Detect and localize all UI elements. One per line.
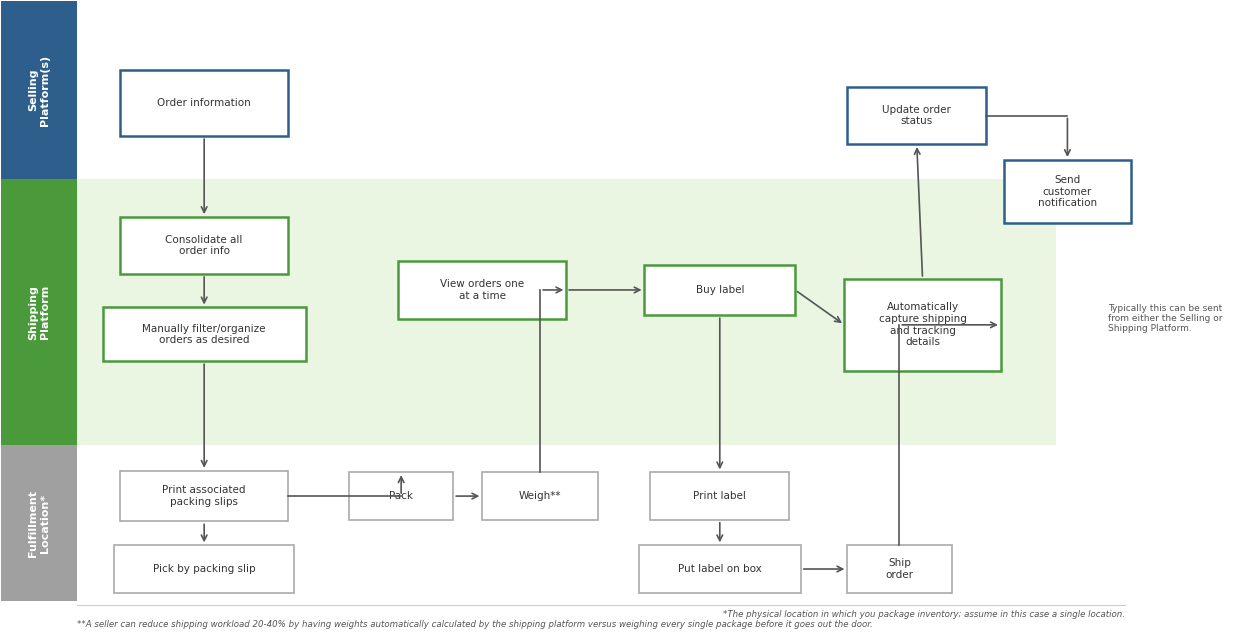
Bar [1, 1, 76, 179]
Bar [349, 472, 454, 520]
Text: Pick by packing slip: Pick by packing slip [153, 564, 255, 574]
Text: Print associated
packing slips: Print associated packing slips [163, 485, 245, 507]
Bar [76, 179, 1055, 445]
Bar [1, 445, 76, 601]
Text: Ship
order: Ship order [885, 558, 914, 580]
Bar [115, 545, 293, 593]
Text: Automatically
capture shipping
and tracking
details: Automatically capture shipping and track… [879, 303, 967, 347]
Text: Buy label: Buy label [695, 285, 743, 295]
Bar [120, 69, 289, 136]
Bar [1, 179, 76, 445]
Bar [120, 471, 289, 522]
Bar [847, 87, 986, 144]
Bar [1004, 160, 1131, 224]
Bar [120, 217, 289, 274]
Text: Consolidate all
order info: Consolidate all order info [165, 235, 243, 256]
Text: Print label: Print label [693, 491, 746, 501]
Bar [847, 545, 952, 593]
Text: Shipping
Platform: Shipping Platform [28, 285, 49, 340]
Text: Put label on box: Put label on box [678, 564, 762, 574]
Text: Selling
Platform(s): Selling Platform(s) [28, 55, 49, 125]
Bar [102, 308, 306, 361]
Bar [845, 279, 1001, 371]
Bar [650, 472, 789, 520]
Text: Pack: Pack [390, 491, 413, 501]
Text: Fulfillment
Location*: Fulfillment Location* [28, 490, 49, 557]
Text: Manually filter/organize
orders as desired: Manually filter/organize orders as desir… [143, 324, 266, 345]
Bar [482, 472, 598, 520]
Text: Send
customer
notification: Send customer notification [1038, 175, 1097, 208]
Text: View orders one
at a time: View orders one at a time [440, 279, 524, 301]
Text: *The physical location in which you package inventory; assume in this case a sin: *The physical location in which you pack… [724, 610, 1126, 619]
Text: Weigh**: Weigh** [519, 491, 561, 501]
Text: Update order
status: Update order status [883, 104, 951, 126]
Bar [398, 261, 566, 318]
Text: Order information: Order information [158, 98, 252, 108]
Bar [645, 264, 795, 315]
Text: Typically this can be sent
from either the Selling or
Shipping Platform.: Typically this can be sent from either t… [1108, 304, 1222, 333]
Bar [639, 545, 801, 593]
Text: **A seller can reduce shipping workload 20-40% by having weights automatically c: **A seller can reduce shipping workload … [76, 620, 873, 629]
